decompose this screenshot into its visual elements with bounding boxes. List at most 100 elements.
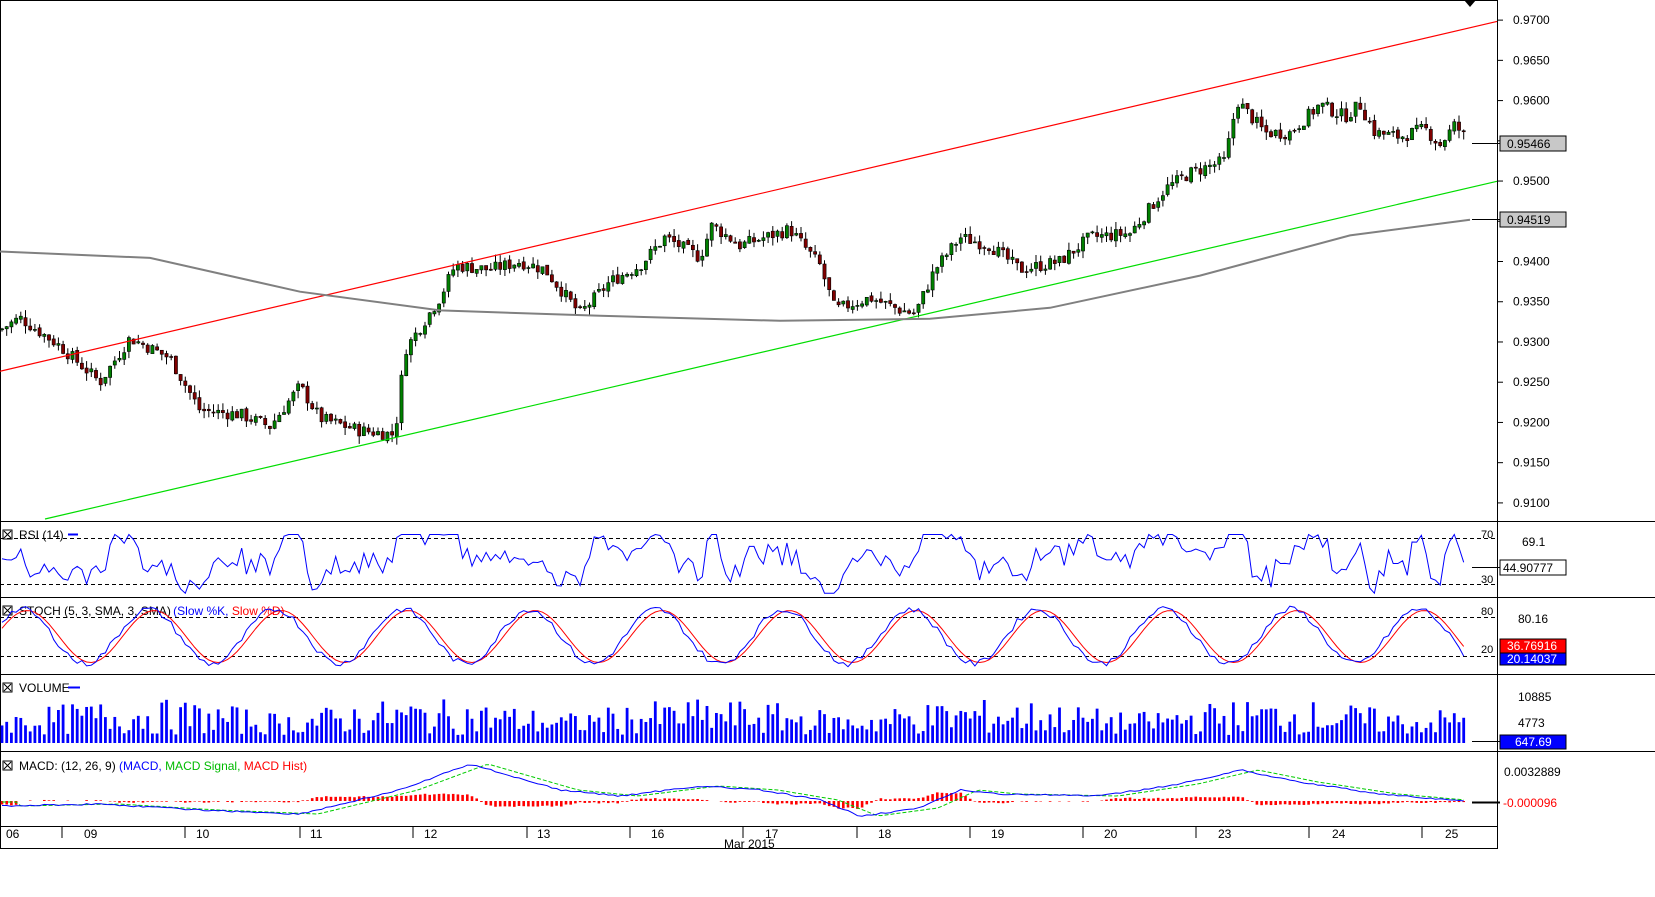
macd-hist-bar [574, 801, 577, 804]
macd-hist-bar [1147, 798, 1151, 801]
volume-bar [1448, 722, 1451, 743]
scroll-arrow-icon[interactable] [1464, 0, 1476, 7]
candle-up [1208, 164, 1212, 167]
stoch-panel: STOCH (5, 3, SMA, 3, SMA) (Slow %K, Slow… [0, 604, 1567, 668]
candle-down [159, 349, 164, 355]
macd-hist-bar [1279, 801, 1282, 805]
macd-hist-bar [677, 798, 681, 801]
volume-bar [1147, 721, 1151, 743]
candle-up [291, 391, 296, 402]
macd-hist-bar [395, 796, 399, 801]
candle-down [329, 413, 333, 422]
time-label: 20 [1104, 827, 1118, 841]
macd-hist-bar [1222, 796, 1226, 801]
volume-bar [602, 732, 605, 743]
volume-bar [992, 723, 996, 743]
candle-up [1222, 157, 1226, 159]
candle-down [1019, 261, 1024, 273]
stoch-d-line [1, 610, 1465, 664]
volume-bar [1349, 705, 1353, 743]
candle-down [225, 412, 230, 420]
candle-down [1292, 129, 1297, 132]
candle-up [596, 289, 601, 292]
macd-hist-bar [259, 801, 262, 802]
volume-bar [151, 733, 154, 743]
volume-bar [1091, 718, 1094, 743]
macd-hist-bar [353, 797, 356, 801]
volume-bar [428, 733, 432, 743]
candle-down [897, 307, 902, 314]
volume-bar [395, 709, 399, 743]
candle-down [667, 234, 672, 238]
candle-up [625, 273, 630, 277]
candle-up [1334, 116, 1339, 118]
volume-bar [146, 716, 150, 743]
macd-current: -0.000096 [1503, 796, 1557, 810]
candle-down [155, 346, 160, 351]
macd-hist-bar [254, 801, 258, 803]
volume-bar [1438, 710, 1442, 743]
volume-bar [1142, 711, 1146, 743]
candle-down [343, 421, 348, 428]
price-tick-label: 0.9400 [1513, 255, 1550, 269]
volume-bar [1203, 712, 1207, 743]
volume-bar [179, 707, 182, 743]
volume-bar [762, 732, 765, 743]
macd-hist-bar [428, 794, 431, 801]
candle-up [1386, 131, 1391, 135]
candle-up [282, 412, 286, 415]
volume-bar [1222, 715, 1226, 743]
volume-bar [1119, 712, 1122, 743]
candle-up [902, 310, 907, 313]
volume-bar [1396, 715, 1400, 743]
macd-hist-bar [1025, 801, 1028, 802]
macd-hist-bar [231, 801, 234, 803]
candle-up [1452, 121, 1457, 132]
candle-up [766, 232, 771, 238]
macd-hist-bar [447, 794, 450, 801]
candle-down [1330, 102, 1335, 117]
volume-bar [47, 706, 51, 743]
stoch-title: STOCH (5, 3, SMA, 3, SMA) (Slow %K, Slow… [19, 604, 285, 618]
volume-bar [550, 724, 554, 743]
volume-bar [10, 732, 13, 743]
candle-down [371, 431, 376, 436]
volume-bar [230, 706, 234, 743]
volume-bar [1264, 709, 1268, 743]
macd-hist-bar [1434, 801, 1437, 803]
macd-hist-bar [240, 801, 243, 803]
macd-hist-bar [14, 801, 18, 805]
volume-bar [771, 714, 775, 743]
candle-down [695, 250, 700, 262]
candle-up [18, 315, 23, 320]
macd-title-prefix: MACD: (12, 26, 9) [19, 759, 116, 773]
candle-down [578, 306, 583, 308]
volume-bar [1138, 713, 1141, 743]
candle-down [192, 392, 197, 400]
rsi-level-70-label: 70 [1481, 529, 1493, 541]
macd-hist-bar [719, 801, 723, 802]
macd-hist-bar [282, 801, 286, 803]
volume-bar [259, 732, 262, 743]
price-tick-label: 0.9250 [1513, 375, 1550, 389]
macd-hist-bar [306, 800, 309, 801]
volume-bar [1260, 709, 1263, 743]
macd-hist-bar [780, 801, 784, 804]
macd-hist-bar [1255, 801, 1259, 805]
volume-bar [461, 734, 464, 743]
candle-up [949, 243, 954, 255]
macd-hist-bar [649, 798, 652, 801]
volume-bar [273, 713, 276, 743]
macd-hist-bar [85, 800, 88, 801]
macd-hist-bar [1213, 797, 1216, 801]
volume-bar [1152, 728, 1155, 743]
volume-bar [780, 730, 784, 743]
candle-down [61, 344, 66, 354]
macd-hist-bar [625, 801, 629, 802]
macd-hist-bar [151, 801, 154, 802]
candle-down [1193, 166, 1198, 169]
candle-down [1344, 108, 1349, 123]
candle-up [70, 351, 75, 360]
macd-hist-bar [762, 801, 765, 804]
volume-bar [348, 729, 352, 743]
